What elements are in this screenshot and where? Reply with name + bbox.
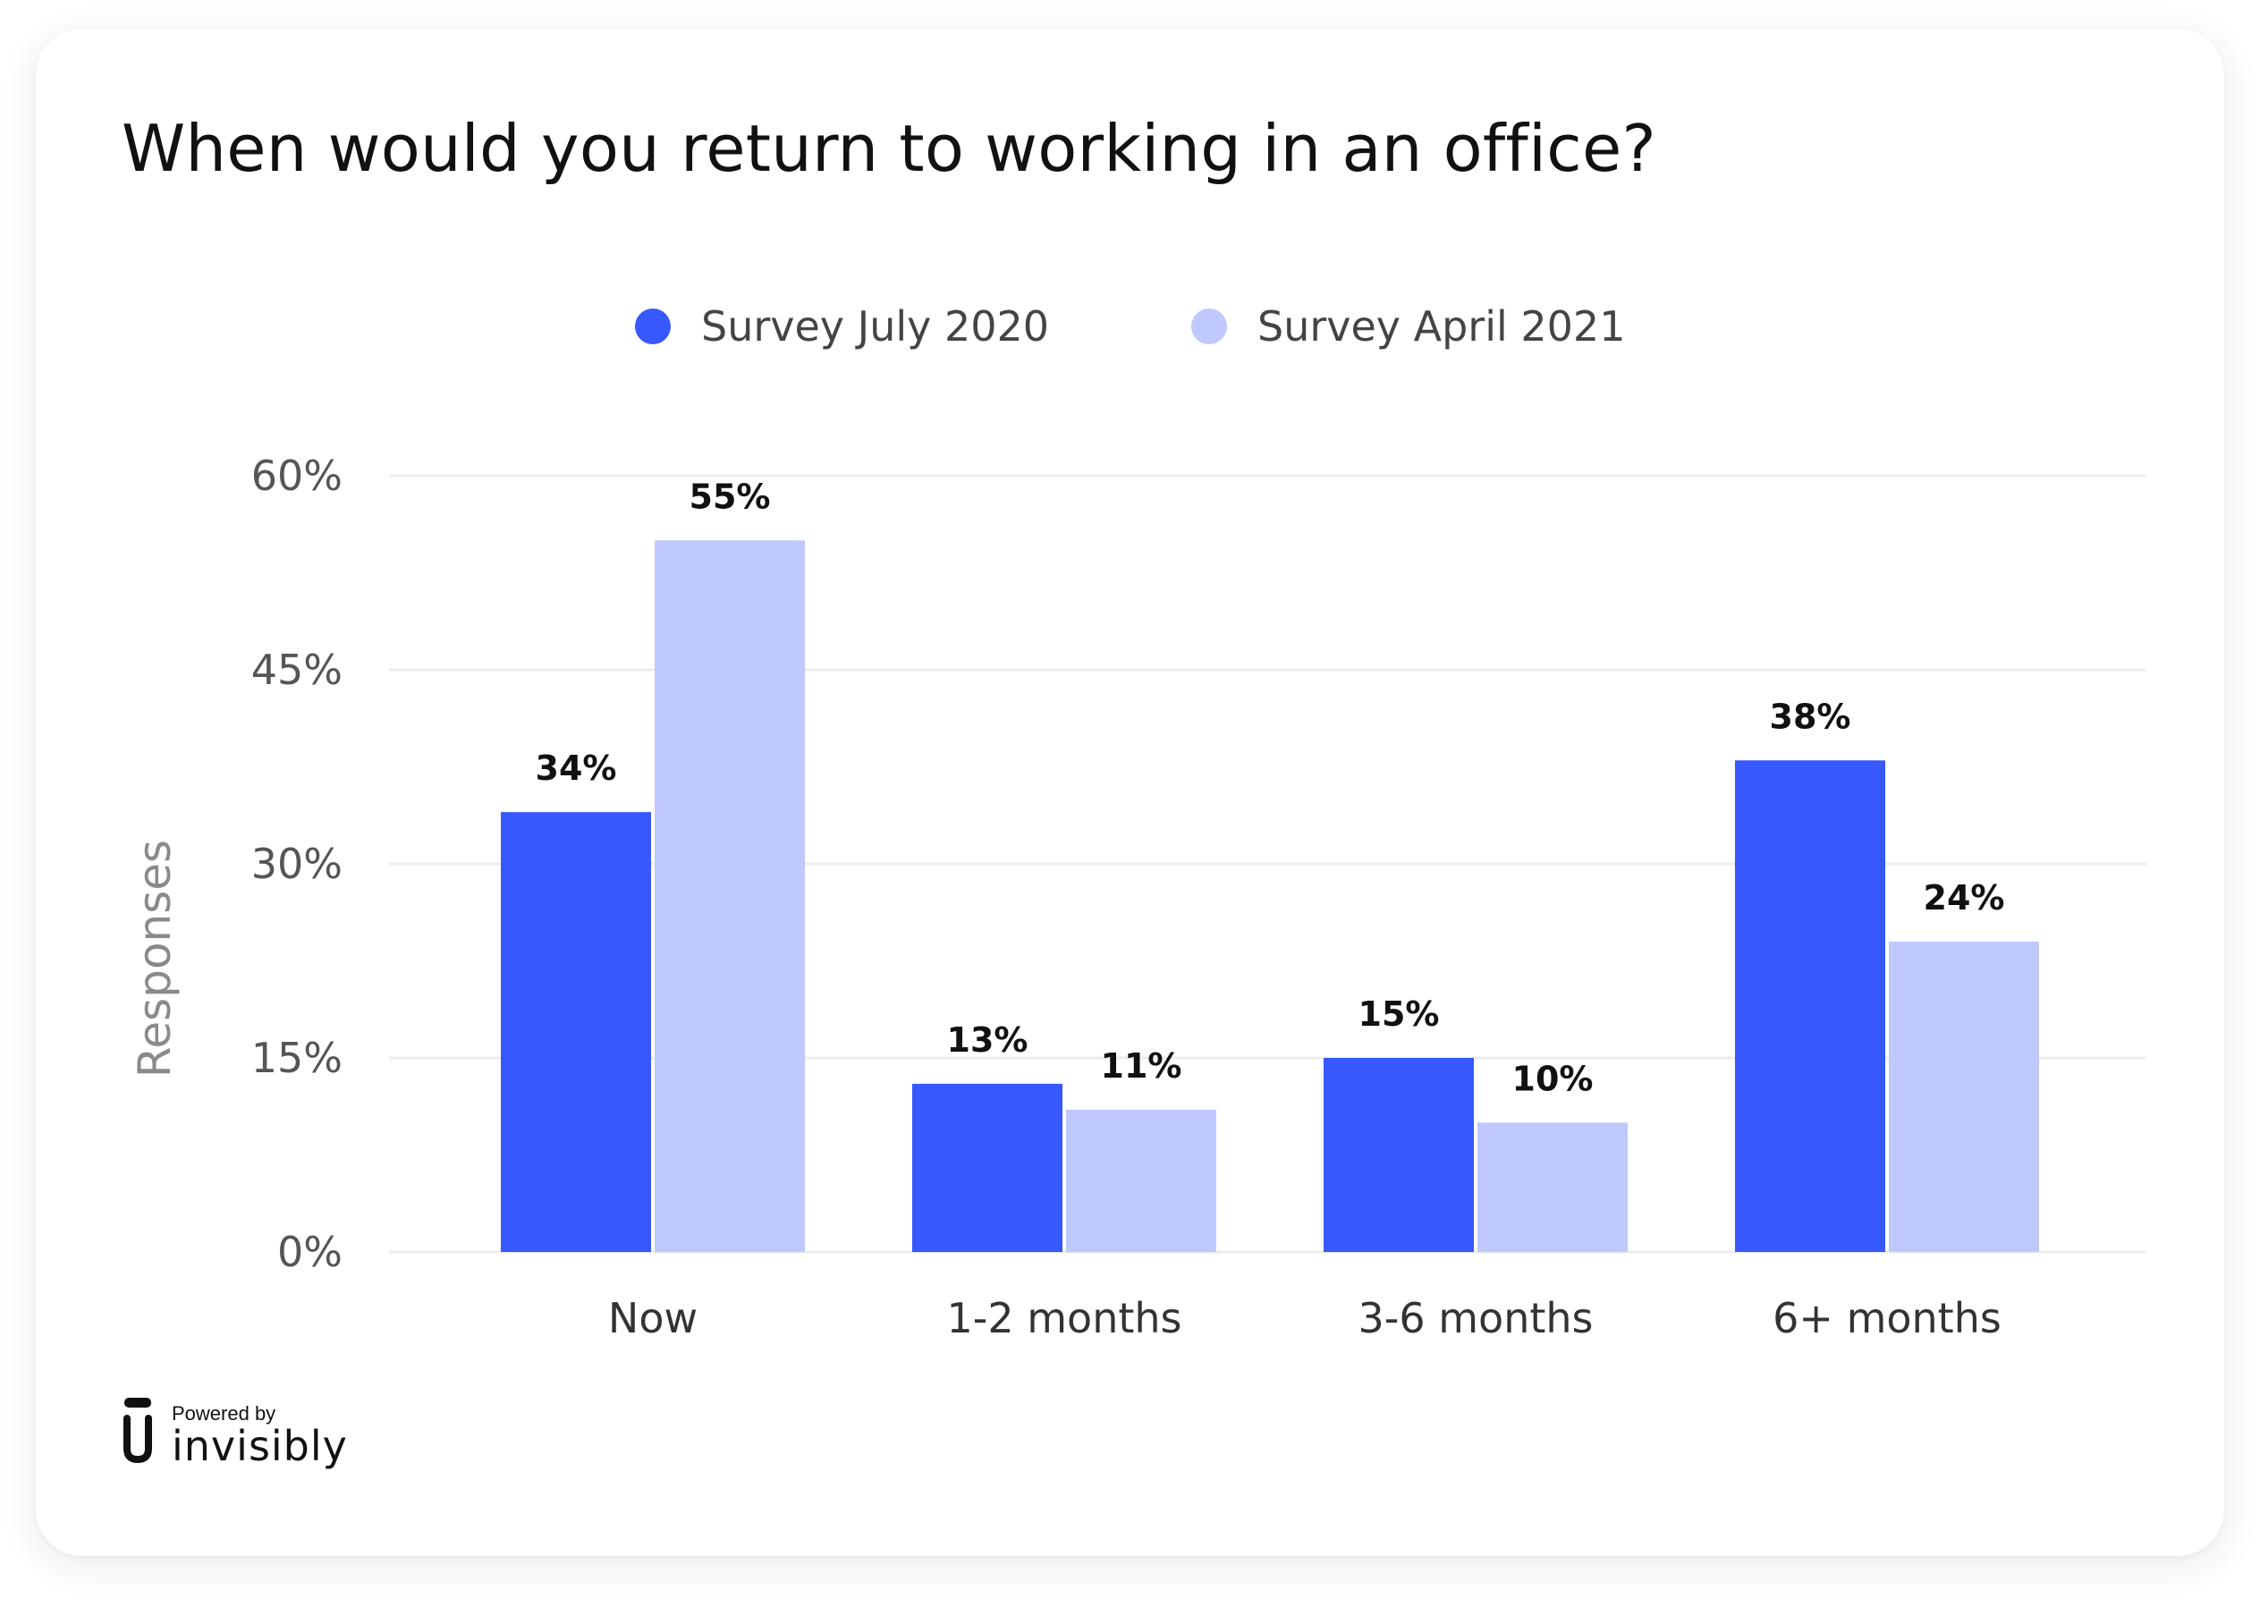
data-label: 34% <box>536 749 617 788</box>
y-tick-label: 15% <box>251 1034 343 1082</box>
bar <box>1477 1122 1628 1252</box>
legend-item-series-2: Survey April 2021 <box>1191 302 1625 351</box>
bar <box>655 540 805 1252</box>
x-tick-label: Now <box>608 1294 698 1342</box>
y-axis-label: Responses <box>129 840 181 1078</box>
bar <box>1066 1109 1216 1252</box>
legend-swatch-series-1 <box>635 309 671 344</box>
chart-title: When would you return to working in an o… <box>122 111 1656 186</box>
bar <box>1735 760 1885 1252</box>
data-label: 38% <box>1770 697 1851 736</box>
legend-label-series-1: Survey July 2020 <box>701 302 1050 351</box>
bars <box>501 540 2039 1252</box>
x-tick-label: 6+ months <box>1773 1294 2001 1342</box>
x-axis-ticks: Now 1-2 months 3-6 months 6+ months <box>608 1294 2001 1342</box>
data-label: 10% <box>1512 1059 1594 1098</box>
data-label: 55% <box>690 477 771 516</box>
data-label: 15% <box>1358 994 1440 1034</box>
bar <box>1889 941 2039 1252</box>
y-tick-label: 0% <box>277 1228 343 1276</box>
bar <box>912 1083 1062 1252</box>
y-tick-label: 30% <box>251 840 343 888</box>
y-axis-ticks: 0% 15% 30% 45% 60% <box>251 452 343 1276</box>
y-tick-label: 45% <box>251 646 343 694</box>
data-label: 24% <box>1924 878 2005 918</box>
data-label: 11% <box>1101 1046 1182 1086</box>
data-labels: 34% 55% 13% 11% 15% 10% 38% 24% <box>536 477 2005 1098</box>
legend-item-series-1: Survey July 2020 <box>635 302 1049 351</box>
data-label: 13% <box>947 1020 1028 1060</box>
bar <box>501 812 651 1252</box>
invisibly-logo-icon <box>123 1398 152 1464</box>
x-tick-label: 1-2 months <box>946 1294 1181 1342</box>
powered-by-text: Powered by <box>172 1402 276 1425</box>
legend-label-series-2: Survey April 2021 <box>1257 302 1626 351</box>
brand-name: invisibly <box>172 1422 348 1470</box>
legend-swatch-series-2 <box>1191 309 1227 344</box>
bar <box>1324 1058 1474 1252</box>
y-tick-label: 60% <box>251 452 343 500</box>
x-tick-label: 3-6 months <box>1358 1294 1593 1342</box>
